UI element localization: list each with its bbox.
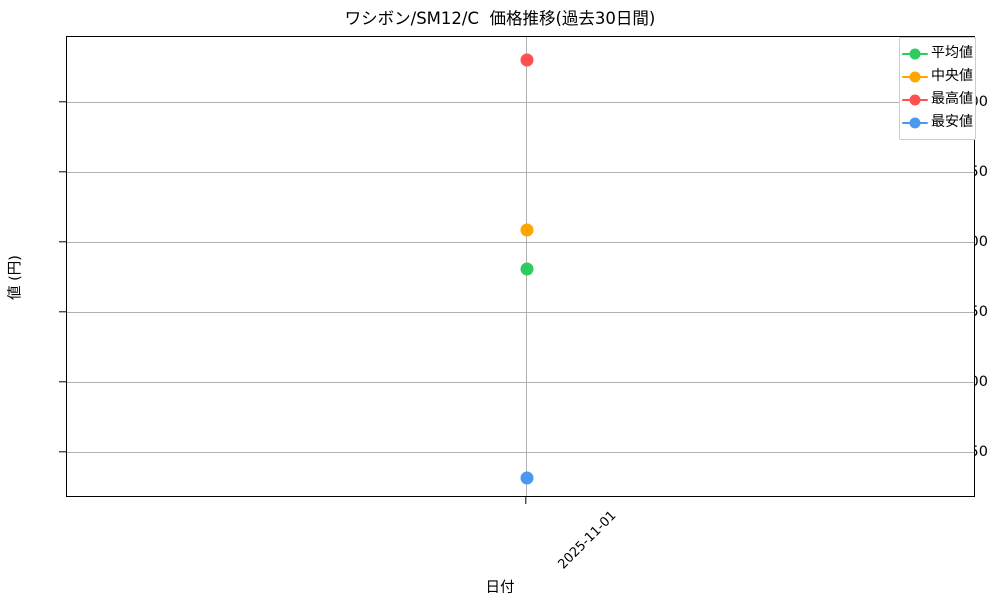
gridline-300	[67, 102, 974, 103]
legend-marker-median-icon	[902, 70, 928, 83]
legend-item-min[interactable]: 最安値	[900, 111, 975, 134]
y-tick-mark-100	[59, 381, 66, 383]
x-tick-mark-2025-11-01	[525, 497, 527, 504]
y-tick-mark-250	[59, 171, 66, 173]
data-point-mean[interactable]	[520, 262, 534, 276]
legend-item-mean[interactable]: 平均値	[900, 42, 975, 65]
data-point-median[interactable]	[520, 223, 534, 237]
legend-item-median[interactable]: 中央値	[900, 65, 975, 88]
legend-label-max: 最高値	[931, 91, 973, 107]
legend-marker-min-icon	[902, 116, 928, 129]
legend-item-max[interactable]: 最高値	[900, 88, 975, 111]
gridline-200	[67, 242, 974, 243]
legend-marker-mean-icon	[902, 47, 928, 60]
y-tick-mark-150	[59, 311, 66, 313]
legend-label-mean: 平均値	[931, 45, 973, 61]
x-tick-label-2025-11-01: 2025-11-01	[555, 508, 620, 573]
gridline-250	[67, 172, 974, 173]
legend-marker-max-icon	[902, 93, 928, 106]
gridline-50	[67, 452, 974, 453]
chart-legend[interactable]: 平均値 中央値 最高値 最安値	[899, 37, 976, 140]
gridline-100	[67, 382, 974, 383]
x-axis-label: 日付	[485, 580, 515, 596]
legend-label-min: 最安値	[931, 114, 973, 130]
plot-area	[66, 36, 975, 497]
y-axis-label: 値 (円)	[7, 255, 24, 300]
y-tick-mark-50	[59, 451, 66, 453]
gridline-150	[67, 312, 974, 313]
legend-label-median: 中央値	[931, 68, 973, 84]
page-title: ワシボン/SM12/C 価格推移(過去30日間)	[344, 9, 656, 28]
y-tick-mark-300	[59, 101, 66, 103]
y-tick-mark-200	[59, 241, 66, 243]
data-point-max[interactable]	[520, 53, 534, 67]
data-point-min[interactable]	[520, 471, 534, 485]
